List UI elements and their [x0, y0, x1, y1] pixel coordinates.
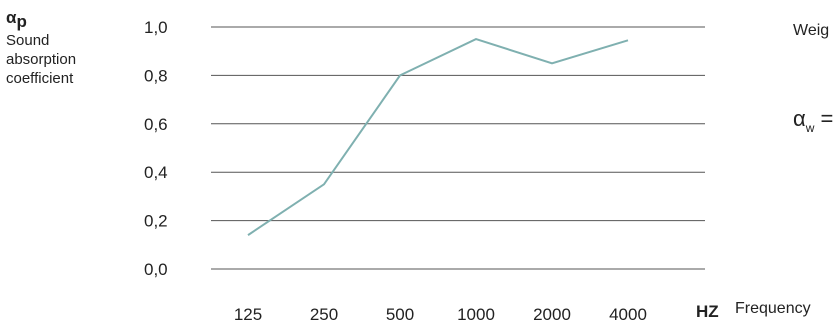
ylabel-line-3: coefficient [6, 70, 74, 87]
x-tick-label: 500 [386, 305, 414, 324]
grid-lines [211, 26, 705, 270]
ylabel-line-2: absorption [6, 51, 77, 68]
y-tick-label: 1,0 [144, 18, 168, 37]
y-tick-label: 0,2 [144, 212, 168, 231]
frequency-label: Frequency [735, 300, 811, 317]
hz-unit-label: HZ [696, 302, 719, 321]
x-tick-labels: 125 250 500 1000 2000 4000 [234, 305, 647, 324]
x-tick-label: 125 [234, 305, 262, 324]
y-tick-label: 0,4 [144, 163, 168, 182]
alpha-w-formula: αw = [793, 106, 834, 135]
x-tick-label: 1000 [457, 305, 495, 324]
x-tick-label: 250 [310, 305, 338, 324]
x-tick-label: 2000 [533, 305, 571, 324]
y-tick-label: 0,8 [144, 66, 168, 85]
series-group [247, 38, 629, 236]
y-axis-title: αp Sound absorption coefficient [6, 8, 76, 88]
ylabel-line-1: Sound [6, 32, 50, 49]
x-tick-label: 4000 [609, 305, 647, 324]
y-tick-labels: 1,0 0,8 0,6 0,4 0,2 0,0 [144, 18, 168, 279]
alpha-p-symbol: αp [6, 8, 27, 31]
y-tick-label: 0,6 [144, 115, 168, 134]
y-tick-label: 0,0 [144, 260, 168, 279]
weighted-label: Weig [793, 22, 830, 39]
absorption-series-line [247, 38, 629, 236]
